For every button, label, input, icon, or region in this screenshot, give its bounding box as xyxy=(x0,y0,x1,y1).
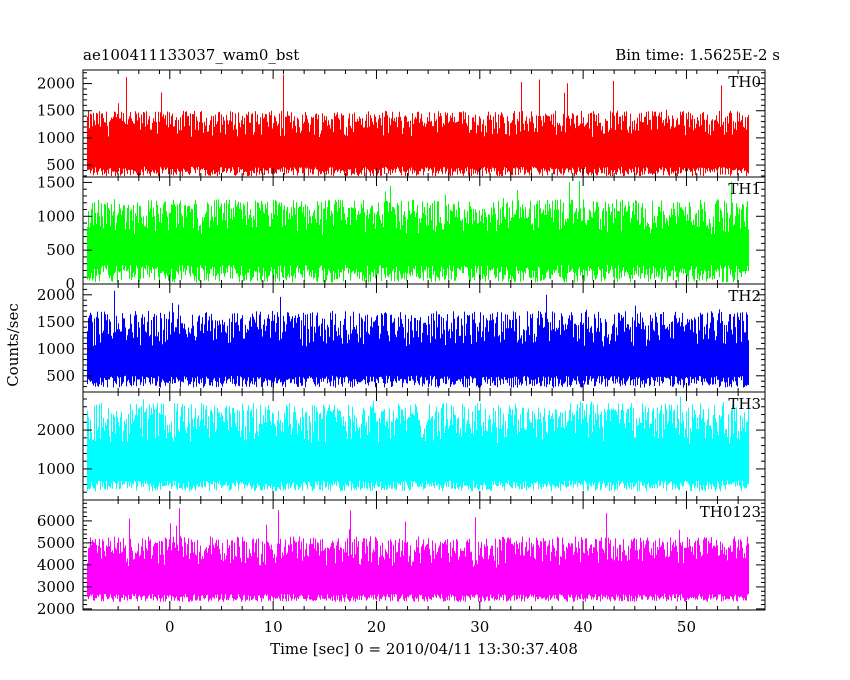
y-tick-label: 2000 xyxy=(37,286,75,304)
y-tick-label: 1500 xyxy=(37,102,75,120)
y-tick-label: 1500 xyxy=(37,173,75,191)
chart-title: ae100411133037_wam0_bst xyxy=(83,46,299,64)
series-trace-th0 xyxy=(87,74,749,176)
x-tick-label: 0 xyxy=(165,618,175,636)
y-tick-label: 2000 xyxy=(37,600,75,618)
y-tick-label: 1500 xyxy=(37,313,75,331)
panel-label-th1: TH1 xyxy=(728,180,761,198)
y-tick-label: 500 xyxy=(46,241,75,259)
x-tick-label: 50 xyxy=(677,618,696,636)
y-tick-label: 2000 xyxy=(37,421,75,439)
y-tick-label: 6000 xyxy=(37,512,75,530)
series-trace-th2 xyxy=(87,290,749,388)
y-tick-label: 1000 xyxy=(37,340,75,358)
y-axis-label: Counts/sec xyxy=(4,303,22,387)
panel-frame-th0123 xyxy=(82,499,766,611)
x-tick-label: 20 xyxy=(367,618,386,636)
x-tick-label: 30 xyxy=(470,618,489,636)
panel-label-th2: TH2 xyxy=(728,287,761,305)
series-trace-th1 xyxy=(87,181,749,283)
y-tick-label: 2000 xyxy=(37,75,75,93)
panel-label-th0: TH0 xyxy=(728,73,761,91)
x-axis-label: Time [sec] 0 = 2010/04/11 13:30:37.408 xyxy=(270,640,578,658)
series-trace-th3 xyxy=(87,396,749,492)
y-tick-label: 5000 xyxy=(37,534,75,552)
y-tick-label: 0 xyxy=(65,275,75,293)
panel-label-th3: TH3 xyxy=(728,395,761,413)
y-tick-label: 4000 xyxy=(37,556,75,574)
x-tick-label: 40 xyxy=(574,618,593,636)
y-tick-label: 1000 xyxy=(37,207,75,225)
y-tick-label: 500 xyxy=(46,367,75,385)
y-tick-label: 1000 xyxy=(37,460,75,478)
y-tick-label: 3000 xyxy=(37,578,75,596)
y-tick-label: 1000 xyxy=(37,129,75,147)
series-trace-th0123 xyxy=(87,508,749,602)
panel-label-th0123: TH0123 xyxy=(700,503,761,521)
panel-stack: TH0500100015002000TH1050010001500TH25001… xyxy=(37,69,766,636)
x-tick-label: 10 xyxy=(264,618,283,636)
chart-subtitle: Bin time: 1.5625E-2 s xyxy=(615,46,780,64)
y-tick-label: 500 xyxy=(46,156,75,174)
